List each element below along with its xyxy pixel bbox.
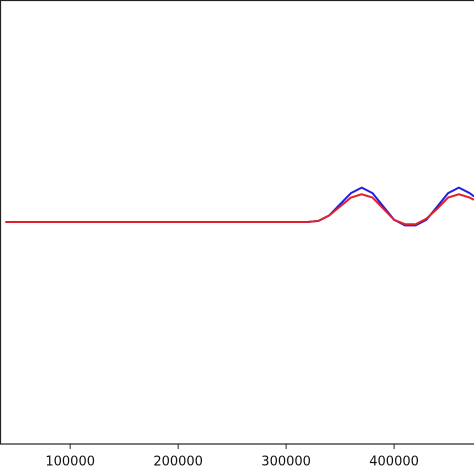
x-tick-label: 200000 (153, 455, 203, 470)
line-series (5, 193, 474, 226)
x-tick-label: 100000 (45, 455, 95, 470)
plot-frame (0, 0, 474, 445)
line-series (5, 186, 474, 227)
x-tick-label: 400000 (369, 455, 419, 470)
x-tick-label: 300000 (261, 455, 311, 470)
